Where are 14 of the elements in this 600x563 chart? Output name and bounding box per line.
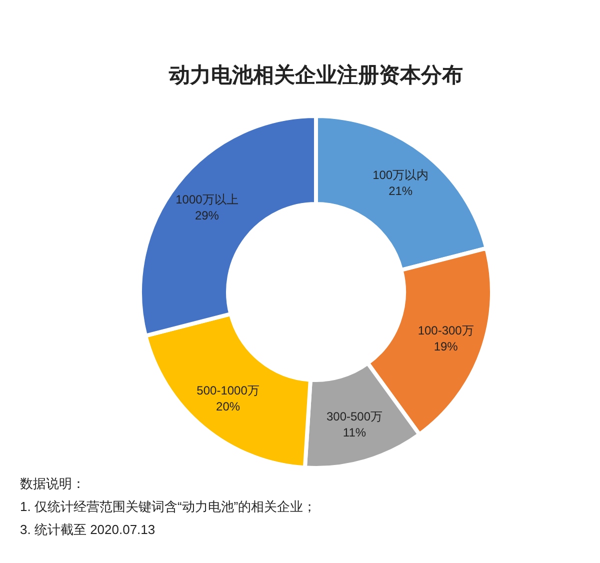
data-label: 19% [434,340,458,354]
text: 1. 仅统计经营范围关键词含“动力电池”的相关企业； [20,499,316,514]
slice-label: 300-500万 [326,410,383,424]
data-label: 21% [388,184,413,198]
data-label: 29% [194,208,220,222]
slice-label: 100-300万 [418,324,474,338]
slice-label: 500-1000万 [196,383,260,398]
text: 3. 统计截至 2020.07.13 [20,522,156,537]
data-label: 11% [342,426,366,440]
slice-label: 1000万以上 [176,192,238,206]
text: 数据说明： [20,476,85,491]
slice-label: 100万以内 [372,168,429,182]
data-label: 20% [216,399,240,414]
chart-title: 动力电池相关企业注册资本分布 [168,63,463,87]
